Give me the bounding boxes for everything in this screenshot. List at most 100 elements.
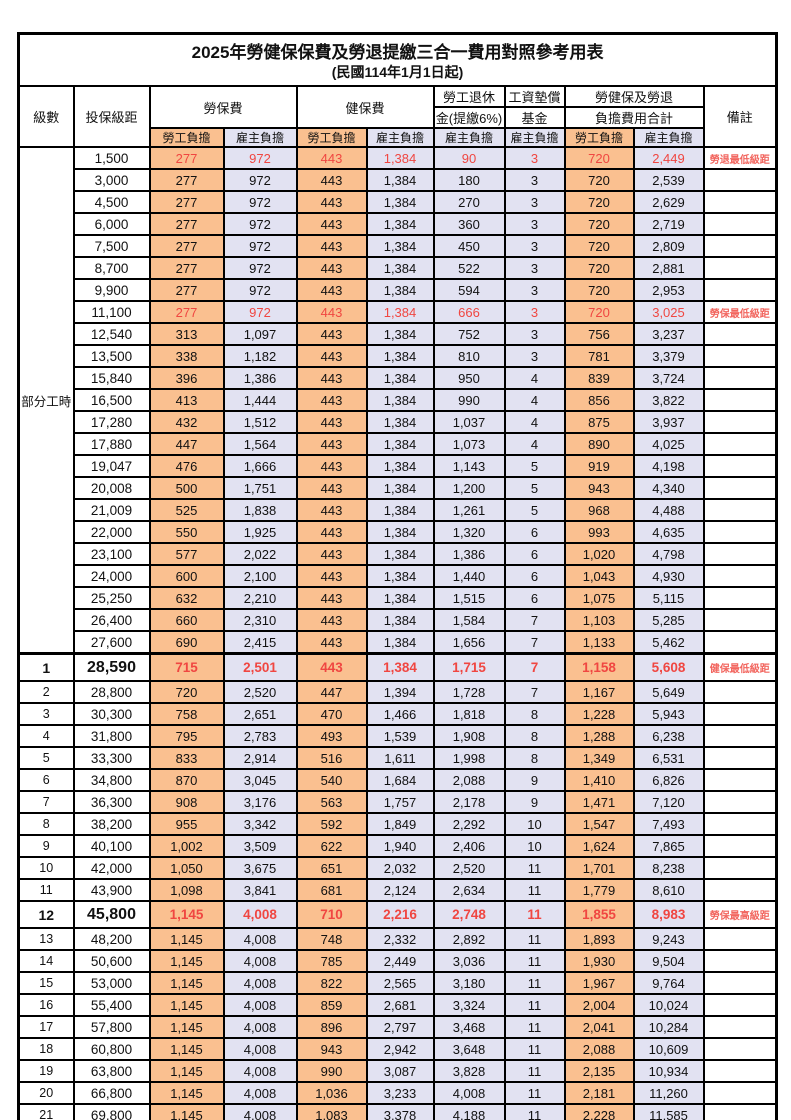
note-cell: [702, 278, 778, 302]
value-cell: 2,032: [365, 856, 435, 880]
value-cell: 443: [295, 498, 368, 522]
value-cell: 1,384: [365, 564, 435, 588]
value-cell: 8: [503, 702, 566, 726]
value-cell: 4,930: [632, 564, 705, 588]
value-cell: 6,531: [632, 746, 705, 770]
value-cell: 1,584: [432, 608, 506, 632]
value-cell: 6,238: [632, 724, 705, 748]
bracket-cell: 23,100: [72, 542, 151, 566]
value-cell: 9: [503, 790, 566, 814]
value-cell: 4,340: [632, 476, 705, 500]
value-cell: 622: [295, 834, 368, 858]
note-cell: [702, 768, 778, 792]
table-row: 12 45,800 1,145 4,008 710 2,216 2,748 11 1,855 8,…: [17, 900, 778, 929]
value-cell: 943: [563, 476, 635, 500]
value-cell: 2,181: [563, 1081, 635, 1105]
bracket-cell: 26,400: [72, 608, 151, 632]
value-cell: 875: [563, 410, 635, 434]
value-cell: 8,610: [632, 878, 705, 902]
bracket-cell: 69,800: [72, 1103, 151, 1120]
value-cell: 493: [295, 724, 368, 748]
value-cell: 2,748: [432, 900, 506, 929]
note-cell: [702, 746, 778, 770]
value-cell: 4,008: [222, 927, 298, 951]
value-cell: 4,198: [632, 454, 705, 478]
value-cell: 1,182: [222, 344, 298, 368]
note-cell: 健保最低級距: [702, 652, 778, 682]
value-cell: 5: [503, 498, 566, 522]
table-row: 12,540 313 1,097 443 1,384 752 3 756 3,237: [19, 322, 778, 346]
level-cell: 3: [17, 702, 75, 726]
table-row: 5 33,300 833 2,914 516 1,611 1,998 8 1,349 6,531: [17, 746, 778, 770]
value-cell: 1,440: [432, 564, 506, 588]
note-cell: [702, 1059, 778, 1083]
bracket-cell: 38,200: [72, 812, 151, 836]
value-cell: 4,008: [222, 1015, 298, 1039]
value-cell: 2,914: [222, 746, 298, 770]
value-cell: 1,143: [432, 454, 506, 478]
table-row: 14 50,600 1,145 4,008 785 2,449 3,036 11 1,930 9,…: [17, 949, 778, 973]
value-cell: 856: [563, 388, 635, 412]
table-row: 8 38,200 955 3,342 592 1,849 2,292 10 1,547 7,493: [17, 812, 778, 836]
page-title: 2025年勞健保保費及勞退提繳三合一費用對照參考用表: [191, 42, 604, 62]
value-cell: 972: [222, 212, 298, 236]
value-cell: 1,145: [148, 1015, 225, 1039]
value-cell: 11: [503, 949, 566, 973]
note-cell: [702, 608, 778, 632]
bracket-cell: 15,840: [72, 366, 151, 390]
value-cell: 9,504: [632, 949, 705, 973]
value-cell: 3: [503, 300, 566, 324]
value-cell: 1,384: [365, 234, 435, 258]
value-cell: 11: [503, 1037, 566, 1061]
value-cell: 1,940: [365, 834, 435, 858]
value-cell: 2,022: [222, 542, 298, 566]
value-cell: 1,701: [563, 856, 635, 880]
value-cell: 810: [432, 344, 506, 368]
value-cell: 1,855: [563, 900, 635, 929]
note-cell: [702, 1037, 778, 1061]
value-cell: 4,488: [632, 498, 705, 522]
value-cell: 6: [503, 586, 566, 610]
value-cell: 396: [148, 366, 225, 390]
value-cell: 277: [148, 234, 225, 258]
value-cell: 522: [432, 256, 506, 280]
value-cell: 5,649: [632, 680, 705, 704]
note-cell: [702, 322, 778, 346]
value-cell: 11: [503, 1103, 566, 1120]
value-cell: 443: [295, 234, 368, 258]
value-cell: 1,384: [365, 344, 435, 368]
table-row: 8,700 277 972 443 1,384 522 3 720 2,881: [19, 256, 778, 280]
value-cell: 1,384: [365, 476, 435, 500]
value-cell: 1,158: [563, 652, 635, 682]
value-cell: 5,462: [632, 630, 705, 655]
value-cell: 1,145: [148, 1103, 225, 1120]
value-cell: 443: [295, 520, 368, 544]
value-cell: 4,635: [632, 520, 705, 544]
value-cell: 3: [503, 344, 566, 368]
table-row: 13,500 338 1,182 443 1,384 810 3 781 3,379: [19, 344, 778, 368]
value-cell: 3,180: [432, 971, 506, 995]
value-cell: 1,818: [432, 702, 506, 726]
note-cell: [702, 1015, 778, 1039]
value-cell: 10: [503, 812, 566, 836]
value-cell: 1,103: [563, 608, 635, 632]
note-cell: [702, 256, 778, 280]
value-cell: 3: [503, 168, 566, 192]
table-row: 13 48,200 1,145 4,008 748 2,332 2,892 11 1,893 9,…: [17, 927, 778, 951]
value-cell: 1,384: [365, 586, 435, 610]
value-cell: 1,751: [222, 476, 298, 500]
bracket-cell: 4,500: [72, 190, 151, 214]
value-cell: 443: [295, 476, 368, 500]
note-cell: [702, 454, 778, 478]
value-cell: 3: [503, 212, 566, 236]
value-cell: 4,798: [632, 542, 705, 566]
table-row: 17,280 432 1,512 443 1,384 1,037 4 875 3,937: [19, 410, 778, 434]
value-cell: 2,406: [432, 834, 506, 858]
value-cell: 1,384: [365, 432, 435, 456]
header-row-2: 金(提繳6%) 基金 負擔費用合計: [19, 106, 777, 129]
note-cell: [702, 878, 778, 902]
note-cell: [702, 630, 778, 655]
value-cell: 4,008: [222, 900, 298, 929]
level-cell: 21: [17, 1103, 75, 1120]
note-cell: [702, 432, 778, 456]
